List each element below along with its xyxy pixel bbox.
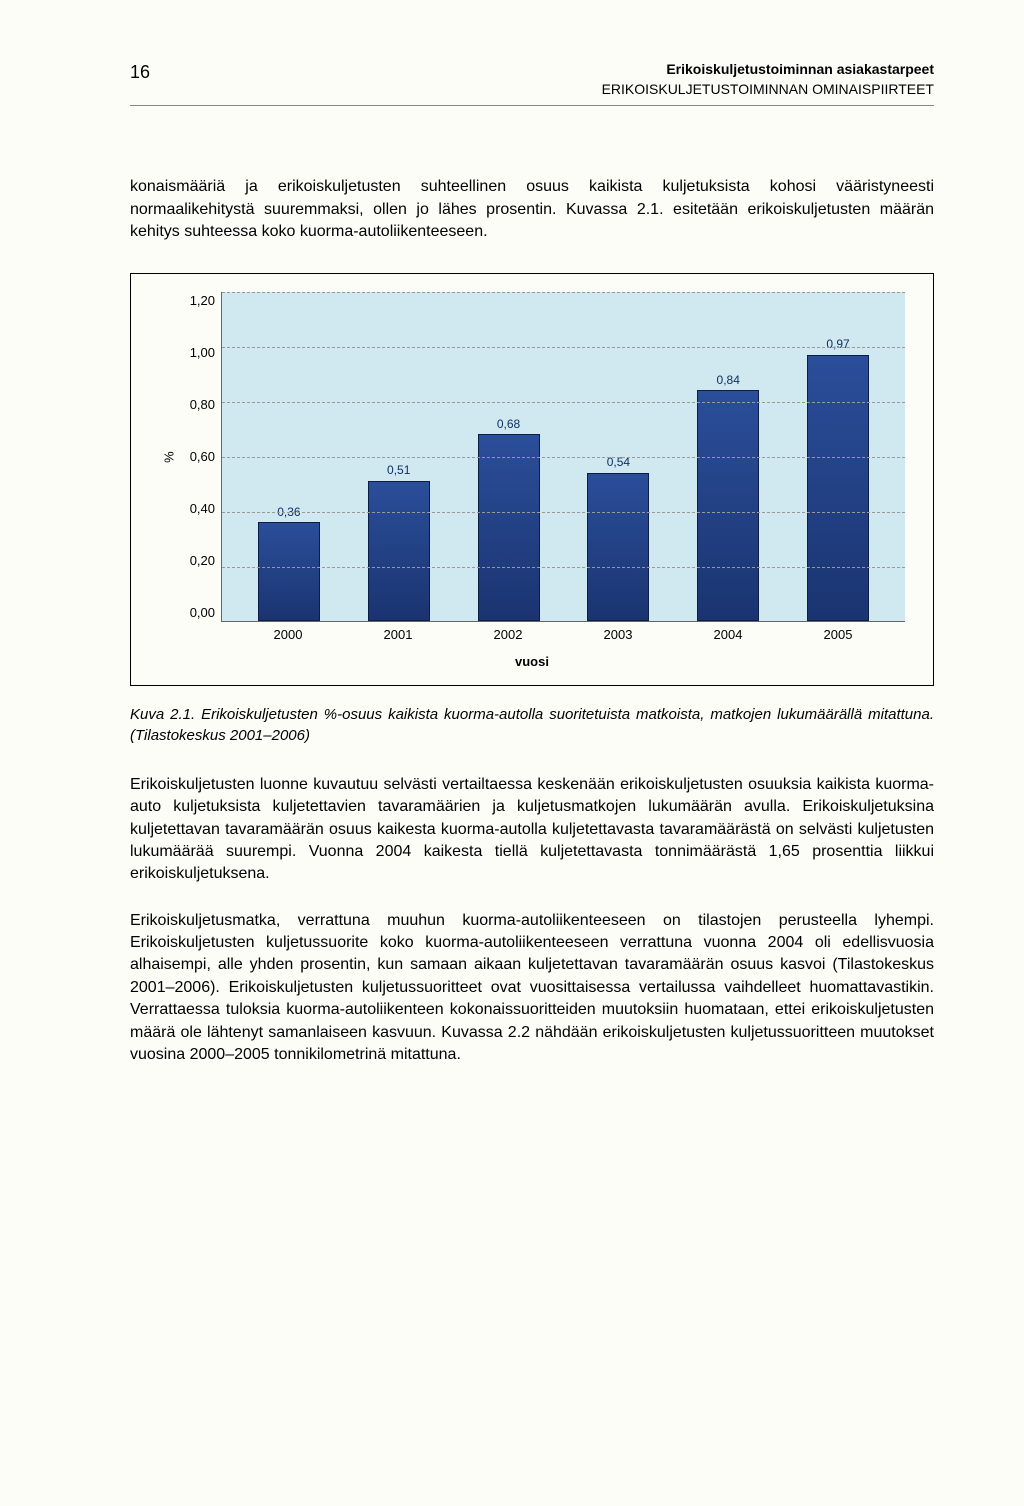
bar	[258, 522, 320, 621]
bar-column: 0,54	[586, 454, 650, 621]
bar-column: 0,36	[257, 504, 321, 622]
grid-line	[222, 512, 905, 513]
grid-line	[222, 567, 905, 568]
x-axis-label: vuosi	[159, 653, 905, 671]
page-header: 16 Erikoiskuljetustoiminnan asiakastarpe…	[130, 60, 934, 106]
y-tick: 0,00	[181, 604, 215, 622]
bar-chart: % 1,201,000,800,600,400,200,00 0,360,510…	[130, 273, 934, 685]
x-tick: 2005	[806, 626, 870, 644]
grid-line	[222, 402, 905, 403]
header-subtitle: ERIKOISKULJETUSTOIMINNAN OMINAISPIIRTEET	[602, 80, 934, 100]
grid-line	[222, 292, 905, 293]
x-ticks-row: 2000 2001 2002 2003 2004 2005	[221, 622, 905, 644]
x-tick: 2002	[476, 626, 540, 644]
bar	[368, 481, 430, 621]
y-axis-label-col: %	[159, 292, 181, 622]
grid-line	[222, 457, 905, 458]
plot-row: % 1,201,000,800,600,400,200,00 0,360,510…	[159, 292, 905, 622]
x-tick: 2001	[366, 626, 430, 644]
y-tick: 1,00	[181, 344, 215, 362]
bar-column: 0,68	[477, 416, 541, 622]
bar-value-label: 0,84	[717, 372, 740, 389]
bar-column: 0,51	[367, 462, 431, 621]
intro-paragraph: konaismääriä ja erikoiskuljetusten suhte…	[130, 176, 934, 243]
bar-value-label: 0,68	[497, 416, 520, 433]
y-axis-label: %	[161, 452, 179, 464]
bar	[587, 473, 649, 622]
x-tick: 2003	[586, 626, 650, 644]
x-tick: 2000	[256, 626, 320, 644]
y-tick: 0,40	[181, 500, 215, 518]
y-tick: 1,20	[181, 292, 215, 310]
plot-area: 0,36 0,51 0,68 0,54 0,84 0,97	[221, 292, 905, 622]
body-paragraph-2: Erikoiskuljetusmatka, verrattuna muuhun …	[130, 910, 934, 1067]
document-page: 16 Erikoiskuljetustoiminnan asiakastarpe…	[0, 0, 1024, 1506]
y-tick: 0,20	[181, 552, 215, 570]
y-tick: 0,60	[181, 448, 215, 466]
page-number: 16	[130, 60, 150, 85]
bar	[807, 355, 869, 622]
header-title-bold: Erikoiskuljetustoiminnan asiakastarpeet	[602, 60, 934, 80]
body-paragraph-1: Erikoiskuljetusten luonne kuvautuu selvä…	[130, 774, 934, 886]
bar-column: 0,97	[806, 336, 870, 622]
bar-value-label: 0,51	[387, 462, 410, 479]
grid-line	[222, 347, 905, 348]
bar-column: 0,84	[696, 372, 760, 622]
y-tick: 0,80	[181, 396, 215, 414]
figure-caption: Kuva 2.1. Erikoiskuljetusten %-osuus kai…	[130, 704, 934, 746]
bar	[478, 434, 540, 621]
header-titles: Erikoiskuljetustoiminnan asiakastarpeet …	[602, 60, 934, 99]
bar-value-label: 0,97	[826, 336, 849, 353]
x-axis-ticks: 2000 2001 2002 2003 2004 2005	[221, 622, 905, 644]
bar	[697, 390, 759, 621]
x-tick: 2004	[696, 626, 760, 644]
y-axis-ticks: 1,20 1,00 0,80 0,60 0,40 0,20 0,00	[181, 292, 221, 622]
